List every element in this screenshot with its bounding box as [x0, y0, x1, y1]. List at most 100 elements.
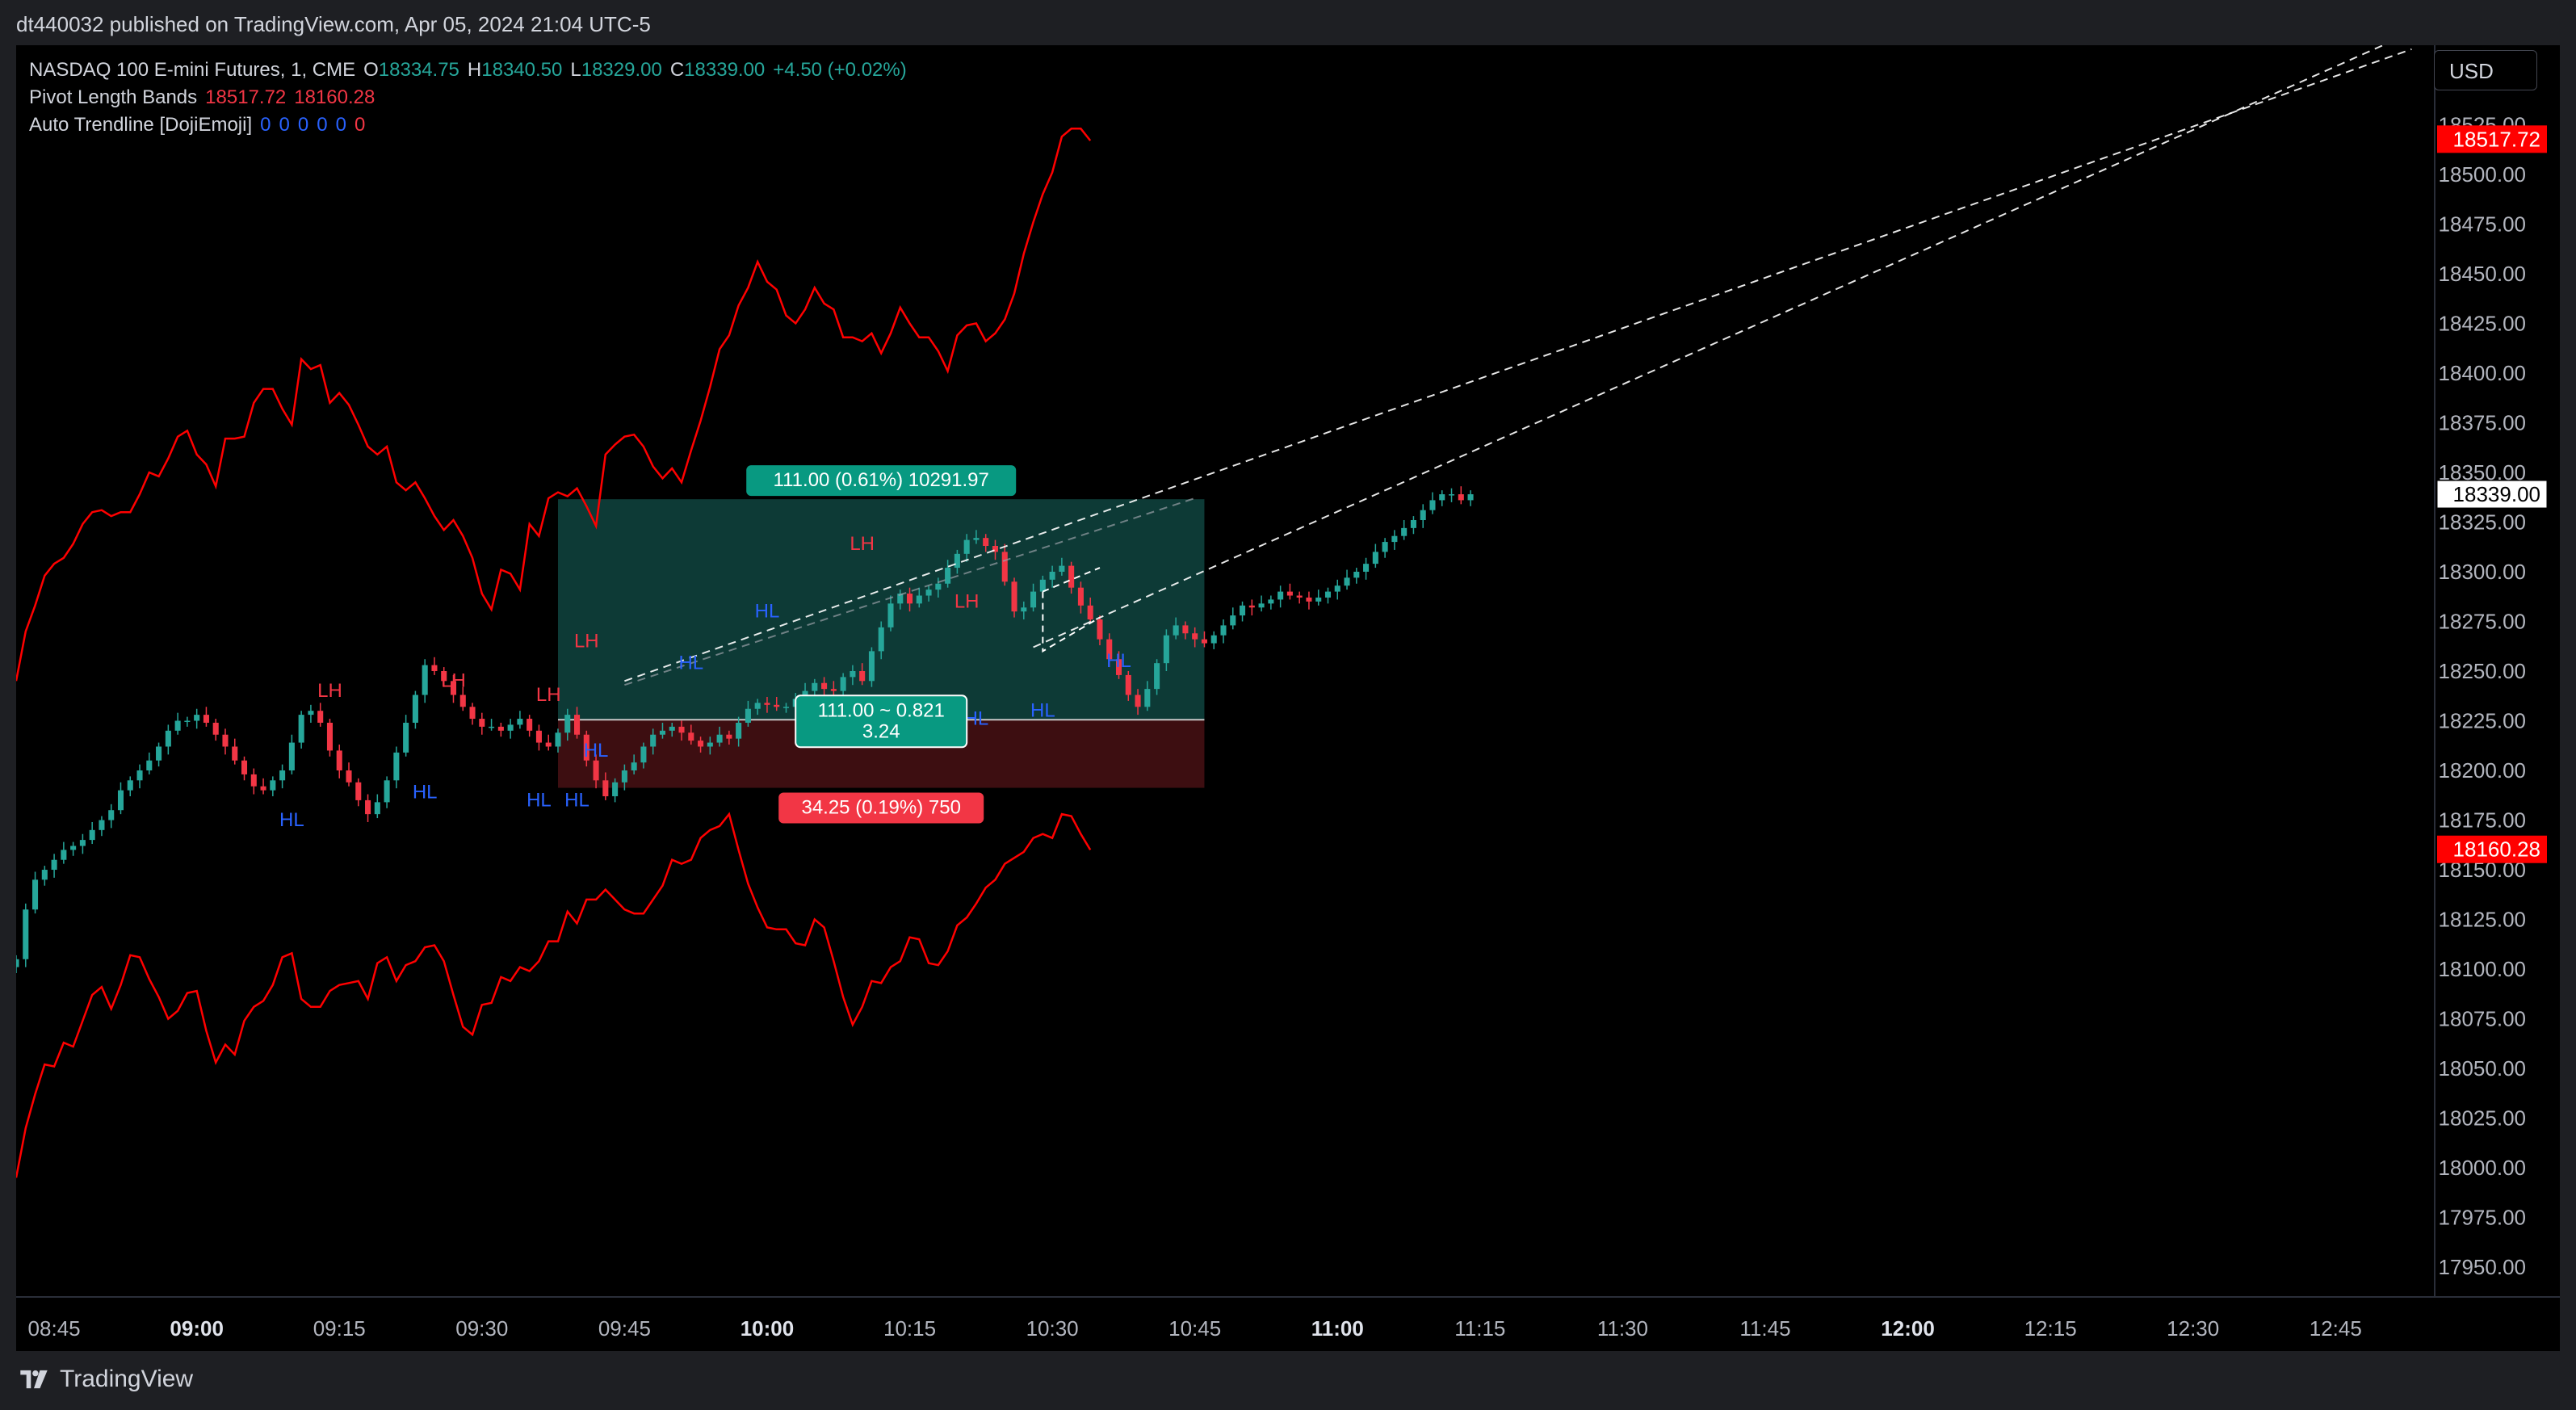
candle	[573, 707, 581, 739]
y-tick-label: 17950.00	[2439, 1255, 2526, 1279]
open-value: 18334.75	[378, 59, 459, 81]
candle	[1068, 561, 1075, 594]
tradingview-brand[interactable]: TradingView	[16, 1366, 193, 1393]
chart-panel[interactable]: HL LH HL LH LH HL HL LH HL HL HL LH LH HL HL HL 111.00 (…	[16, 45, 2560, 1351]
candle-body	[1278, 591, 1284, 600]
candle-body	[1372, 552, 1378, 564]
candle-body	[887, 603, 894, 627]
lower-band-line	[16, 812, 1092, 1178]
y-tick-label: 18025.00	[2439, 1106, 2526, 1131]
candle-body	[127, 780, 133, 791]
candle-body	[621, 770, 627, 783]
y-tick-label: 17975.00	[2439, 1206, 2526, 1230]
candle	[640, 742, 647, 769]
candle	[1240, 601, 1246, 622]
candle-body	[412, 695, 418, 723]
candle-body	[450, 681, 457, 695]
candle	[1059, 557, 1065, 576]
candle	[1001, 543, 1008, 586]
candle	[973, 530, 980, 544]
candle-body	[279, 770, 286, 781]
candle-body	[403, 722, 409, 753]
candle-body	[1334, 585, 1340, 592]
y-tick-label: 18075.00	[2439, 1007, 2526, 1031]
candle	[1286, 583, 1293, 600]
indicator-value: 0	[260, 114, 271, 136]
x-tick-label: 09:00	[170, 1316, 224, 1341]
candle-body	[897, 594, 904, 604]
position-target-label: 111.00 (0.61%) 10291.97	[746, 465, 1017, 497]
candle-body	[716, 734, 723, 743]
candle	[859, 663, 866, 686]
candle-body	[384, 780, 390, 803]
candle	[1258, 595, 1265, 612]
candle	[70, 841, 77, 856]
candle	[1429, 492, 1436, 514]
indicator-legend-auto-trendline[interactable]: Auto Trendline [DojiEmoji] 0 0 0 0 0 0	[29, 111, 915, 139]
candle-body	[535, 730, 542, 743]
candle-body	[1363, 564, 1370, 572]
trendline-1	[624, 48, 2412, 682]
indicator-legend-pivot-bands[interactable]: Pivot Length Bands 18517.72 18160.28	[29, 84, 915, 111]
candle	[1334, 579, 1340, 600]
indicator-name: Pivot Length Bands	[29, 86, 198, 108]
low-value: 18329.00	[581, 59, 662, 81]
candle	[41, 866, 48, 886]
y-tick-label: 18100.00	[2439, 957, 2526, 981]
candle-body	[907, 594, 913, 604]
x-tick-label: 10:45	[1168, 1316, 1221, 1341]
candle-body	[146, 760, 153, 771]
indicator-value: 0	[335, 114, 346, 136]
candle-body	[1296, 595, 1303, 598]
candle-body	[1230, 615, 1236, 626]
candle-body	[830, 689, 837, 691]
symbol-legend-row[interactable]: NASDAQ 100 E-mini Futures, 1, CME O18334.…	[29, 57, 915, 84]
candle	[1210, 631, 1217, 649]
candle	[821, 677, 828, 697]
candle	[650, 728, 657, 755]
candle-body	[1382, 542, 1388, 552]
candle	[1306, 591, 1312, 610]
swing-label-hl: HL	[755, 601, 780, 623]
candle-body	[1011, 581, 1017, 612]
candle	[279, 764, 286, 789]
candle-body	[136, 770, 143, 781]
open-label: O	[363, 59, 379, 81]
candle-body	[868, 651, 875, 682]
candle-body	[23, 909, 29, 959]
candle	[583, 730, 589, 767]
candle	[317, 703, 324, 727]
candle-body	[1439, 494, 1445, 501]
candle-body	[32, 879, 39, 910]
x-tick-label: 12:15	[2024, 1316, 2077, 1341]
candle	[1106, 633, 1113, 668]
candle	[232, 738, 238, 765]
candle-body	[99, 820, 105, 830]
candle-body	[16, 959, 19, 967]
swing-label-hl: HL	[1106, 650, 1131, 672]
candle-body	[1154, 663, 1160, 690]
candle-body	[1391, 535, 1398, 543]
price-label-white: 18339.00	[2436, 480, 2548, 509]
candle-body	[1324, 591, 1332, 598]
candle-body	[736, 722, 742, 739]
candle-body	[812, 682, 818, 691]
candle-body	[555, 732, 561, 747]
currency-button[interactable]: USD	[2434, 50, 2537, 90]
candle	[954, 549, 960, 574]
candle	[174, 712, 181, 735]
candle	[136, 764, 143, 789]
low-label: L	[570, 59, 581, 81]
candle	[431, 657, 438, 675]
candle-body	[431, 665, 438, 671]
candle	[726, 730, 732, 745]
candle	[764, 696, 770, 713]
y-tick-label: 18200.00	[2439, 758, 2526, 783]
y-tick-label: 18400.00	[2439, 361, 2526, 385]
candle	[1125, 671, 1131, 701]
candle-body	[1125, 674, 1131, 695]
candle	[156, 742, 162, 767]
x-tick-label: 10:15	[883, 1316, 936, 1341]
chart-legend: NASDAQ 100 E-mini Futures, 1, CME O18334.…	[29, 57, 915, 139]
